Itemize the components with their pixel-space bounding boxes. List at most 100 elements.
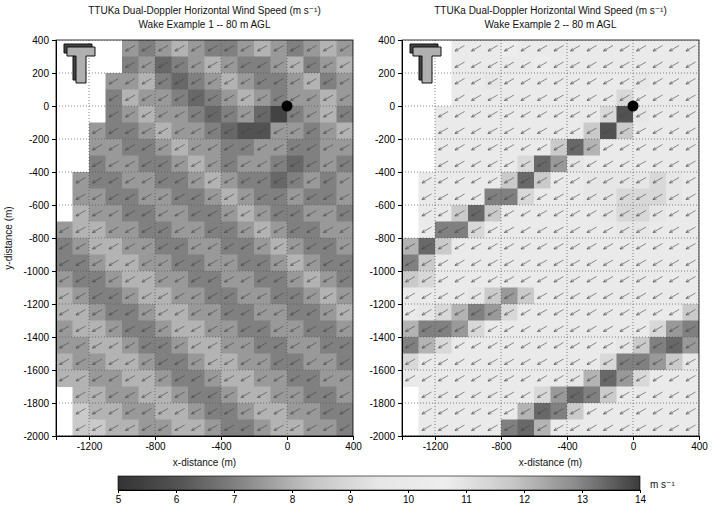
wind-vector — [537, 211, 547, 217]
cell — [683, 387, 700, 404]
cell — [238, 73, 255, 90]
cell — [633, 205, 650, 222]
cell — [518, 387, 535, 404]
wind-vector — [340, 326, 350, 332]
wind-vector — [257, 376, 267, 382]
cell — [567, 271, 584, 288]
wind-vector — [636, 227, 646, 233]
wind-vector — [537, 376, 547, 382]
cell — [122, 403, 139, 420]
wind-vector — [686, 211, 696, 217]
wind-vector — [109, 260, 119, 266]
wind-vector — [554, 95, 564, 101]
wind-vector — [290, 392, 300, 398]
wind-vector — [669, 79, 679, 85]
cell — [650, 370, 667, 387]
cell — [617, 123, 634, 140]
cell — [238, 238, 255, 255]
cell — [518, 40, 535, 57]
cell — [452, 172, 469, 189]
cell — [600, 420, 617, 437]
cell — [238, 205, 255, 222]
wind-vector — [158, 376, 168, 382]
cell — [139, 172, 156, 189]
wind-vector — [142, 62, 152, 68]
wind-vector — [422, 326, 432, 332]
wind-vector — [521, 310, 531, 316]
wind-vector — [241, 392, 251, 398]
wind-vector — [488, 359, 498, 365]
wind-vector — [175, 46, 185, 52]
wind-vector — [290, 409, 300, 415]
wind-vector — [504, 326, 514, 332]
x-tick: -400 — [557, 436, 577, 452]
cell — [600, 106, 617, 123]
cell — [534, 40, 551, 57]
wind-vector — [208, 95, 218, 101]
cell — [254, 57, 271, 74]
cell — [304, 189, 321, 206]
cell — [320, 420, 337, 437]
wind-vector — [241, 145, 251, 151]
cell — [567, 337, 584, 354]
cell — [567, 321, 584, 338]
wind-vector — [241, 425, 251, 431]
cell — [254, 288, 271, 305]
wind-vector — [274, 112, 284, 118]
cell — [238, 172, 255, 189]
tick-label: -400 — [557, 441, 577, 452]
cell — [534, 337, 551, 354]
cell — [221, 40, 238, 57]
wind-vector — [158, 178, 168, 184]
wind-vector — [307, 392, 317, 398]
tick-label: -1200 — [369, 299, 395, 310]
axis-line — [403, 437, 700, 441]
cell — [485, 172, 502, 189]
wind-vector — [669, 277, 679, 283]
cell — [304, 90, 321, 107]
wind-vector — [274, 211, 284, 217]
wind-vector — [669, 62, 679, 68]
wind-vector — [620, 343, 630, 349]
cell — [584, 255, 601, 272]
wind-vector — [125, 425, 135, 431]
cell — [452, 139, 469, 156]
wind-vector — [109, 145, 119, 151]
cell — [683, 370, 700, 387]
wind-vector — [109, 409, 119, 415]
wind-vector — [537, 392, 547, 398]
wind-vector — [224, 425, 234, 431]
cell — [106, 106, 123, 123]
wind-vector — [323, 79, 333, 85]
cell — [584, 172, 601, 189]
cell — [666, 90, 683, 107]
cell — [650, 90, 667, 107]
wind-vector — [175, 211, 185, 217]
cell — [567, 420, 584, 437]
wind-vector — [603, 128, 613, 134]
cell — [337, 321, 354, 338]
cell — [617, 73, 634, 90]
cell — [122, 255, 139, 272]
tick-label: 400 — [345, 441, 362, 452]
cell — [337, 238, 354, 255]
cell — [188, 40, 205, 57]
cell — [452, 40, 469, 57]
cell — [89, 238, 106, 255]
colorbar-tick: 6 — [174, 490, 180, 505]
wind-vector — [274, 145, 284, 151]
wind-vector — [570, 194, 580, 200]
wind-vector — [125, 62, 135, 68]
wind-vector — [603, 392, 613, 398]
wind-vector — [537, 194, 547, 200]
tick-label: 8 — [290, 494, 296, 505]
wind-vector — [191, 128, 201, 134]
wind-vector — [636, 293, 646, 299]
cell — [271, 205, 288, 222]
wind-vector — [636, 326, 646, 332]
wind-vector — [455, 95, 465, 101]
wind-vector — [488, 161, 498, 167]
wind-vector — [109, 194, 119, 200]
cell — [633, 189, 650, 206]
wind-vector — [142, 227, 152, 233]
